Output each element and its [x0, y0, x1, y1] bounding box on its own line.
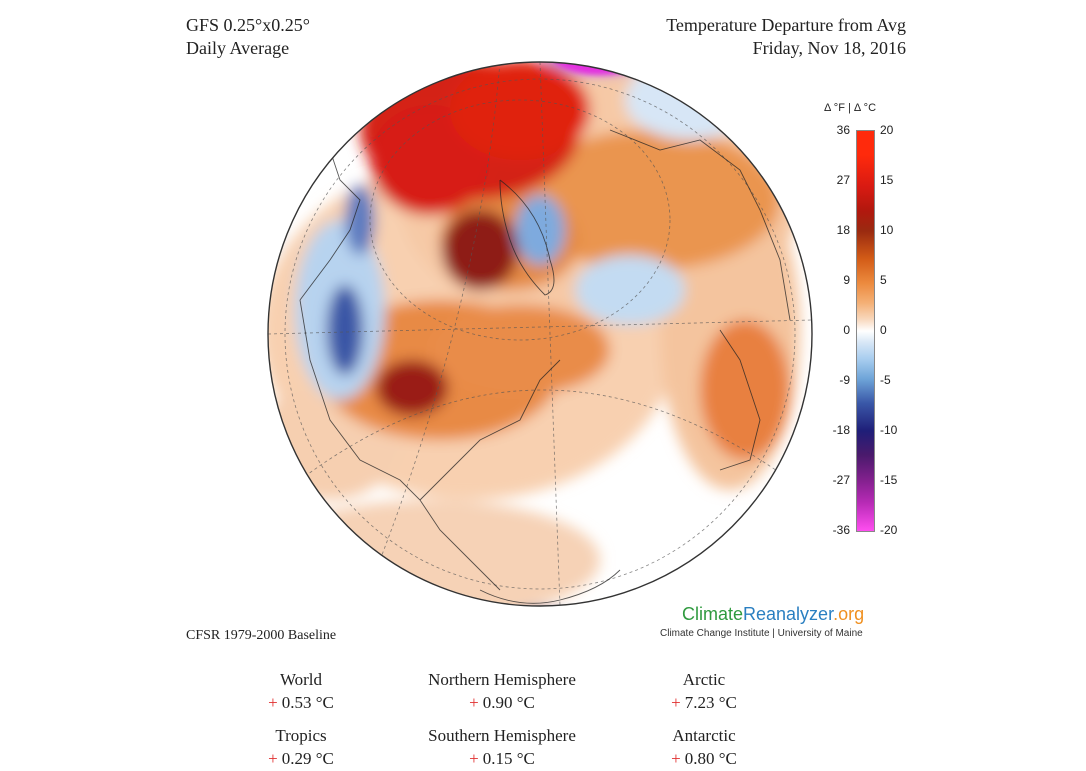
- stat-sign: +: [469, 693, 479, 712]
- stat-world: World +0.53 °C: [181, 668, 421, 714]
- stat-antarctic: Antarctic +0.80 °C: [584, 724, 824, 770]
- stat-region: Antarctic: [672, 726, 736, 745]
- colorbar-heading: Δ °F | Δ °C: [824, 102, 877, 114]
- stat-region: Tropics: [275, 726, 327, 745]
- graticule: [268, 62, 812, 606]
- colorbar-f-label: -27: [832, 473, 850, 487]
- colorbar-f-label: 18: [836, 223, 850, 237]
- stat-region: Northern Hemisphere: [428, 670, 576, 689]
- brand-logo: ClimateReanalyzer.org: [682, 604, 865, 624]
- stat-sign: +: [469, 749, 479, 768]
- stat-region: World: [279, 670, 323, 689]
- model-label: GFS 0.25°x0.25°: [186, 15, 310, 35]
- stat-tropics: Tropics +0.29 °C: [181, 724, 421, 770]
- stat-southern-hemisphere: Southern Hemisphere +0.15 °C: [382, 724, 622, 770]
- map-title: Temperature Departure from Avg: [666, 15, 906, 35]
- colorbar-c-label: -10: [880, 423, 898, 437]
- colorbar-c-label: -5: [880, 373, 891, 387]
- stat-region: Southern Hemisphere: [428, 726, 576, 745]
- colorbar-f-label: 36: [836, 123, 850, 137]
- colorbar-c-label: 15: [880, 173, 894, 187]
- stat-sign: +: [268, 749, 278, 768]
- colorbar-f-label: -18: [832, 423, 850, 437]
- colorbar-c-label: 20: [880, 123, 894, 137]
- colorbar: [856, 130, 875, 532]
- anomaly-field: [268, 62, 800, 606]
- globe-outline: [267, 61, 813, 607]
- colorbar-c-label: 10: [880, 223, 894, 237]
- period-label: Daily Average: [186, 38, 290, 58]
- stat-value: 0.53 °C: [281, 693, 334, 712]
- colorbar-f-label: 9: [843, 273, 850, 287]
- colorbar-f-label: -9: [839, 373, 850, 387]
- baseline-label: CFSR 1979-2000 Baseline: [186, 628, 337, 643]
- colorbar-c-label: 5: [880, 273, 887, 287]
- stat-northern-hemisphere: Northern Hemisphere +0.90 °C: [382, 668, 622, 714]
- colorbar-c-label: 0: [880, 323, 887, 337]
- brand-subtitle: Climate Change Institute | University of…: [660, 628, 863, 639]
- stat-value: 0.29 °C: [281, 749, 334, 768]
- stat-value: 0.90 °C: [482, 693, 535, 712]
- stat-value: 7.23 °C: [684, 693, 737, 712]
- stat-sign: +: [671, 749, 681, 768]
- colorbar-f-label: 27: [836, 173, 850, 187]
- coastlines: [299, 99, 791, 604]
- stat-region: Arctic: [682, 670, 726, 689]
- colorbar-f-label: 0: [843, 323, 850, 337]
- colorbar-f-label: -36: [832, 523, 850, 537]
- header-right: Temperature Departure from Avg Friday, N…: [666, 14, 906, 60]
- map-date: Friday, Nov 18, 2016: [752, 38, 906, 58]
- stat-arctic: Arctic +7.23 °C: [584, 668, 824, 714]
- stat-value: 0.80 °C: [684, 749, 737, 768]
- stat-value: 0.15 °C: [482, 749, 535, 768]
- colorbar-c-label: -15: [880, 473, 898, 487]
- header-left: GFS 0.25°x0.25° Daily Average: [186, 14, 310, 60]
- colorbar-c-label: -20: [880, 523, 898, 537]
- stat-sign: +: [671, 693, 681, 712]
- stat-sign: +: [268, 693, 278, 712]
